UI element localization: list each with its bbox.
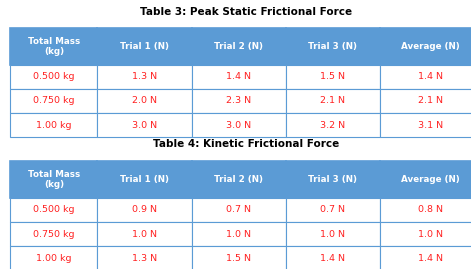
Text: Total Mass
(kg): Total Mass (kg) xyxy=(28,37,80,56)
Bar xyxy=(97,246,192,269)
Bar xyxy=(97,222,192,246)
Bar xyxy=(286,65,380,89)
Text: Total Mass
(kg): Total Mass (kg) xyxy=(28,170,80,189)
Text: Table 4: Kinetic Frictional Force: Table 4: Kinetic Frictional Force xyxy=(153,139,339,149)
Bar xyxy=(10,246,97,269)
Text: 1.00 kg: 1.00 kg xyxy=(36,254,72,263)
Text: 0.500 kg: 0.500 kg xyxy=(33,72,75,81)
Text: Trial 1 (N): Trial 1 (N) xyxy=(120,175,169,184)
Text: 1.0 N: 1.0 N xyxy=(320,229,346,239)
Text: 0.9 N: 0.9 N xyxy=(132,205,157,214)
Bar xyxy=(10,89,97,113)
Text: Trial 3 (N): Trial 3 (N) xyxy=(309,175,357,184)
Bar xyxy=(192,89,286,113)
Text: 1.00 kg: 1.00 kg xyxy=(36,121,72,130)
Text: 2.3 N: 2.3 N xyxy=(226,96,252,105)
Text: 0.750 kg: 0.750 kg xyxy=(33,229,75,239)
Text: Average (N): Average (N) xyxy=(401,42,460,51)
Text: Trial 2 (N): Trial 2 (N) xyxy=(214,42,263,51)
Bar xyxy=(286,222,380,246)
Text: 1.0 N: 1.0 N xyxy=(132,229,157,239)
Text: 0.7 N: 0.7 N xyxy=(320,205,346,214)
Bar xyxy=(10,113,97,137)
Bar xyxy=(380,113,471,137)
Bar xyxy=(380,246,471,269)
Text: 1.4 N: 1.4 N xyxy=(226,72,252,81)
Text: 0.750 kg: 0.750 kg xyxy=(33,96,75,105)
Bar xyxy=(192,28,286,65)
Text: 3.0 N: 3.0 N xyxy=(226,121,252,130)
Bar xyxy=(97,89,192,113)
Text: 0.7 N: 0.7 N xyxy=(226,205,252,214)
Text: Trial 2 (N): Trial 2 (N) xyxy=(214,175,263,184)
Text: 3.1 N: 3.1 N xyxy=(418,121,443,130)
Bar xyxy=(286,161,380,198)
Text: 2.0 N: 2.0 N xyxy=(132,96,157,105)
Bar xyxy=(286,198,380,222)
Text: 1.4 N: 1.4 N xyxy=(418,72,443,81)
Text: 2.1 N: 2.1 N xyxy=(320,96,346,105)
Bar xyxy=(286,113,380,137)
Text: Trial 3 (N): Trial 3 (N) xyxy=(309,42,357,51)
Text: 1.3 N: 1.3 N xyxy=(132,254,157,263)
Text: 1.3 N: 1.3 N xyxy=(132,72,157,81)
Bar xyxy=(10,161,97,198)
Text: 2.1 N: 2.1 N xyxy=(418,96,443,105)
Text: 1.5 N: 1.5 N xyxy=(320,72,346,81)
Bar xyxy=(10,28,97,65)
Bar xyxy=(192,161,286,198)
Bar xyxy=(192,222,286,246)
Bar xyxy=(380,161,471,198)
Text: 3.2 N: 3.2 N xyxy=(320,121,346,130)
Bar xyxy=(192,65,286,89)
Bar xyxy=(97,198,192,222)
Bar xyxy=(380,198,471,222)
Text: Table 3: Peak Static Frictional Force: Table 3: Peak Static Frictional Force xyxy=(140,7,352,17)
Bar xyxy=(286,28,380,65)
Bar xyxy=(10,65,97,89)
Bar xyxy=(286,246,380,269)
Bar xyxy=(192,246,286,269)
Text: 0.500 kg: 0.500 kg xyxy=(33,205,75,214)
Text: 1.0 N: 1.0 N xyxy=(226,229,252,239)
Bar xyxy=(380,89,471,113)
Bar xyxy=(97,65,192,89)
Bar xyxy=(10,198,97,222)
Text: Average (N): Average (N) xyxy=(401,175,460,184)
Bar xyxy=(380,65,471,89)
Bar xyxy=(97,161,192,198)
Bar xyxy=(10,222,97,246)
Text: 1.4 N: 1.4 N xyxy=(320,254,346,263)
Bar xyxy=(97,28,192,65)
Bar xyxy=(192,113,286,137)
Bar xyxy=(286,89,380,113)
Bar xyxy=(380,28,471,65)
Text: 0.8 N: 0.8 N xyxy=(418,205,443,214)
Bar xyxy=(192,198,286,222)
Text: 1.0 N: 1.0 N xyxy=(418,229,443,239)
Text: 3.0 N: 3.0 N xyxy=(132,121,157,130)
Bar xyxy=(97,113,192,137)
Text: Trial 1 (N): Trial 1 (N) xyxy=(120,42,169,51)
Text: 1.5 N: 1.5 N xyxy=(226,254,252,263)
Text: 1.4 N: 1.4 N xyxy=(418,254,443,263)
Bar xyxy=(380,222,471,246)
